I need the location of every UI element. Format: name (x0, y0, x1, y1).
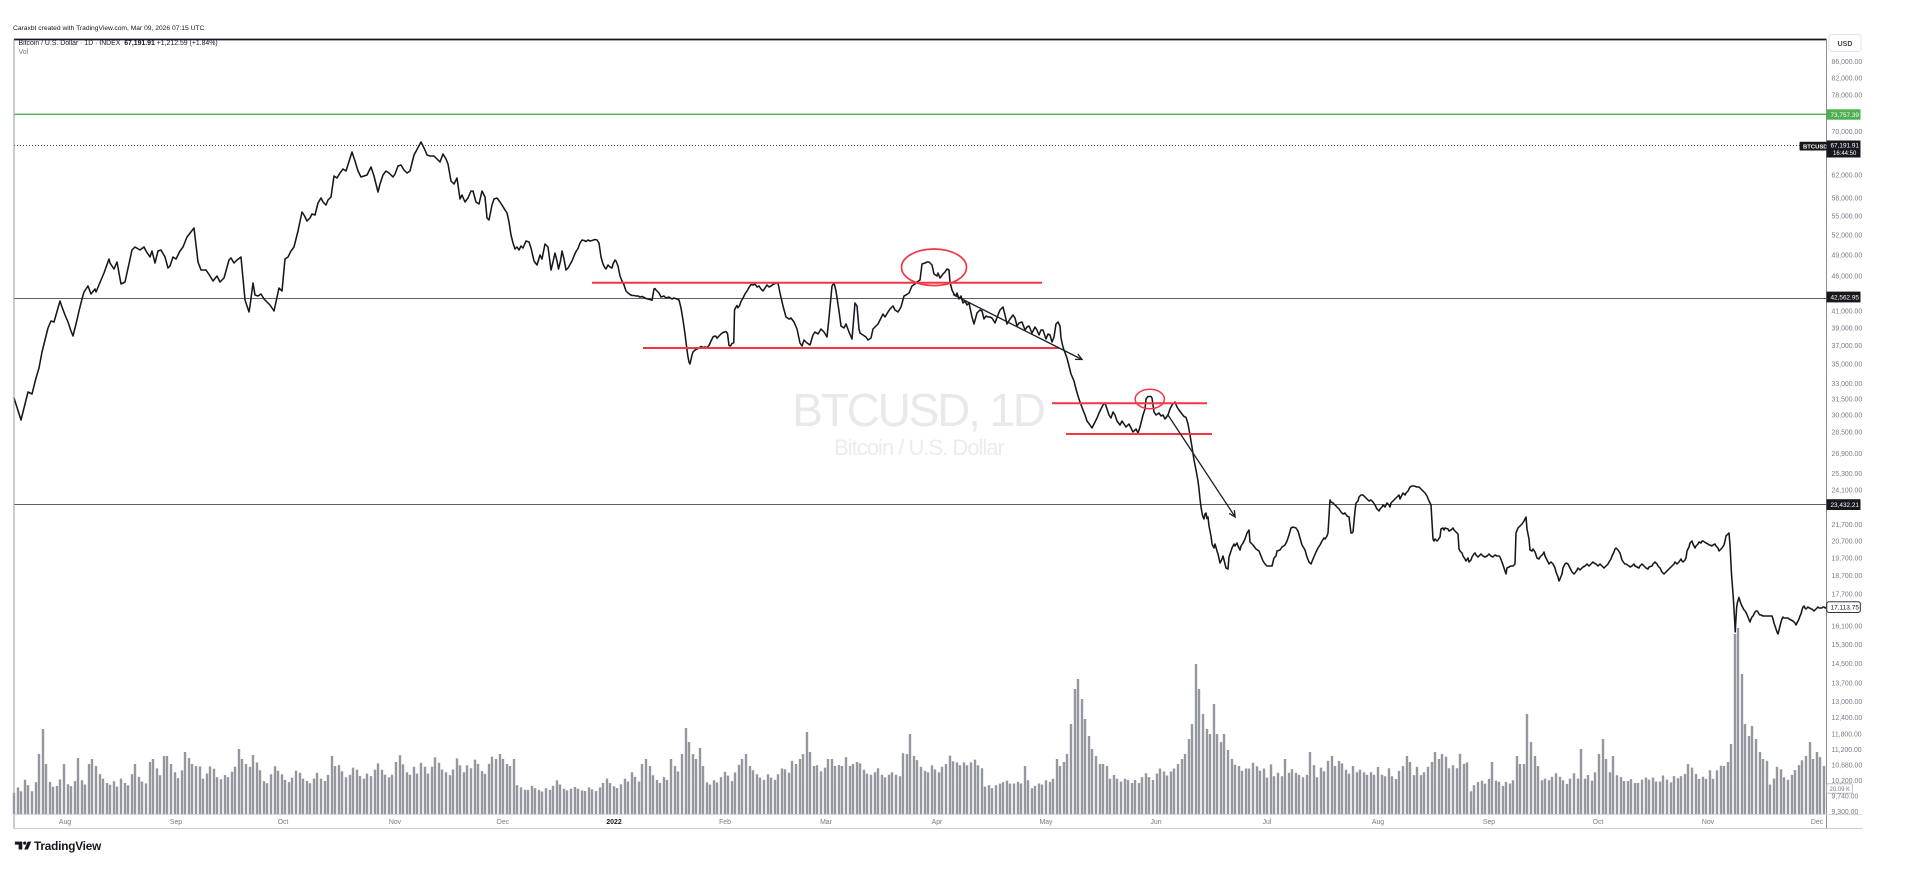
svg-text:33,000.00: 33,000.00 (1832, 381, 1863, 388)
svg-text:Oct: Oct (1593, 819, 1604, 826)
svg-text:26,900.00: 26,900.00 (1832, 451, 1863, 458)
svg-text:11,200.00: 11,200.00 (1832, 747, 1862, 754)
svg-text:BTCUSD: BTCUSD (1803, 144, 1828, 150)
svg-text:Oct: Oct (278, 819, 289, 826)
svg-text:15,300.00: 15,300.00 (1832, 642, 1863, 649)
svg-text:86,000.00: 86,000.00 (1832, 59, 1863, 66)
svg-text:Vol: Vol (19, 49, 29, 56)
svg-text:9,300.00: 9,300.00 (1832, 809, 1859, 816)
svg-text:82,000.00: 82,000.00 (1832, 75, 1863, 82)
svg-text:58,000.00: 58,000.00 (1832, 195, 1863, 202)
svg-text:46,000.00: 46,000.00 (1832, 273, 1863, 280)
svg-text:73,757.39: 73,757.39 (1831, 112, 1860, 119)
svg-text:17,113.75: 17,113.75 (1831, 604, 1860, 611)
svg-text:Bitcoin / U.S. Dollar: Bitcoin / U.S. Dollar (834, 435, 1004, 460)
svg-text:Bitcoin / U.S. Dollar · 1D · I: Bitcoin / U.S. Dollar · 1D · INDEX 67,19… (19, 40, 218, 47)
svg-text:18,700.00: 18,700.00 (1832, 573, 1863, 580)
svg-text:78,000.00: 78,000.00 (1832, 92, 1863, 99)
svg-text:21,700.00: 21,700.00 (1832, 522, 1863, 529)
svg-text:Nov: Nov (1702, 819, 1715, 826)
svg-text:35,000.00: 35,000.00 (1832, 361, 1863, 368)
svg-text:16:44:50: 16:44:50 (1833, 151, 1857, 157)
svg-text:Dec: Dec (497, 819, 510, 826)
svg-text:Aug: Aug (1372, 819, 1384, 826)
svg-text:52,000.00: 52,000.00 (1832, 232, 1863, 239)
svg-text:31,500.00: 31,500.00 (1832, 396, 1863, 403)
svg-text:Aug: Aug (59, 819, 71, 826)
svg-text:23,432.21: 23,432.21 (1831, 502, 1860, 509)
svg-text:13,000.00: 13,000.00 (1832, 699, 1863, 706)
svg-text:17,700.00: 17,700.00 (1832, 591, 1863, 598)
svg-text:Nov: Nov (389, 819, 402, 826)
svg-text:Apr: Apr (932, 819, 943, 826)
svg-text:Mar: Mar (820, 819, 833, 826)
svg-text:41,000.00: 41,000.00 (1832, 308, 1863, 315)
svg-text:39,000.00: 39,000.00 (1832, 325, 1863, 332)
svg-text:20.09 K: 20.09 K (1830, 787, 1851, 793)
svg-text:14,500.00: 14,500.00 (1832, 661, 1863, 668)
svg-text:25,300.00: 25,300.00 (1832, 471, 1863, 478)
svg-text:12,400.00: 12,400.00 (1832, 715, 1863, 722)
svg-text:Caraxbt created with TradingVi: Caraxbt created with TradingView.com, Ma… (13, 25, 204, 32)
svg-text:13,700.00: 13,700.00 (1832, 680, 1863, 687)
svg-text:TradingView: TradingView (34, 839, 102, 853)
svg-text:Feb: Feb (719, 819, 731, 826)
svg-text:16,100.00: 16,100.00 (1832, 623, 1863, 630)
svg-text:42,562.95: 42,562.95 (1831, 294, 1860, 301)
svg-text:BTCUSD, 1D: BTCUSD, 1D (792, 384, 1044, 436)
svg-text:55,000.00: 55,000.00 (1832, 213, 1863, 220)
svg-text:9,740.00: 9,740.00 (1832, 793, 1859, 800)
svg-text:USD: USD (1838, 41, 1853, 48)
svg-text:37,000.00: 37,000.00 (1832, 343, 1863, 350)
svg-text:Sep: Sep (170, 819, 182, 826)
svg-text:2022: 2022 (606, 819, 621, 826)
svg-text:67,191.91: 67,191.91 (1831, 142, 1860, 149)
svg-text:May: May (1039, 819, 1053, 826)
svg-text:19,700.00: 19,700.00 (1832, 555, 1863, 562)
svg-text:Sep: Sep (1483, 819, 1495, 826)
svg-text:10,200.00: 10,200.00 (1832, 778, 1863, 785)
svg-text:20,700.00: 20,700.00 (1832, 538, 1863, 545)
svg-text:Jun: Jun (1150, 819, 1161, 826)
svg-text:Dec: Dec (1811, 819, 1824, 826)
svg-text:30,000.00: 30,000.00 (1832, 412, 1863, 419)
svg-text:70,000.00: 70,000.00 (1832, 129, 1863, 136)
svg-text:62,000.00: 62,000.00 (1832, 172, 1863, 179)
svg-text:24,100.00: 24,100.00 (1832, 487, 1863, 494)
svg-text:11,800.00: 11,800.00 (1832, 731, 1862, 738)
svg-text:28,500.00: 28,500.00 (1832, 429, 1863, 436)
svg-text:10,680.00: 10,680.00 (1832, 762, 1863, 769)
svg-text:Jul: Jul (1263, 819, 1272, 826)
svg-text:49,000.00: 49,000.00 (1832, 252, 1863, 259)
